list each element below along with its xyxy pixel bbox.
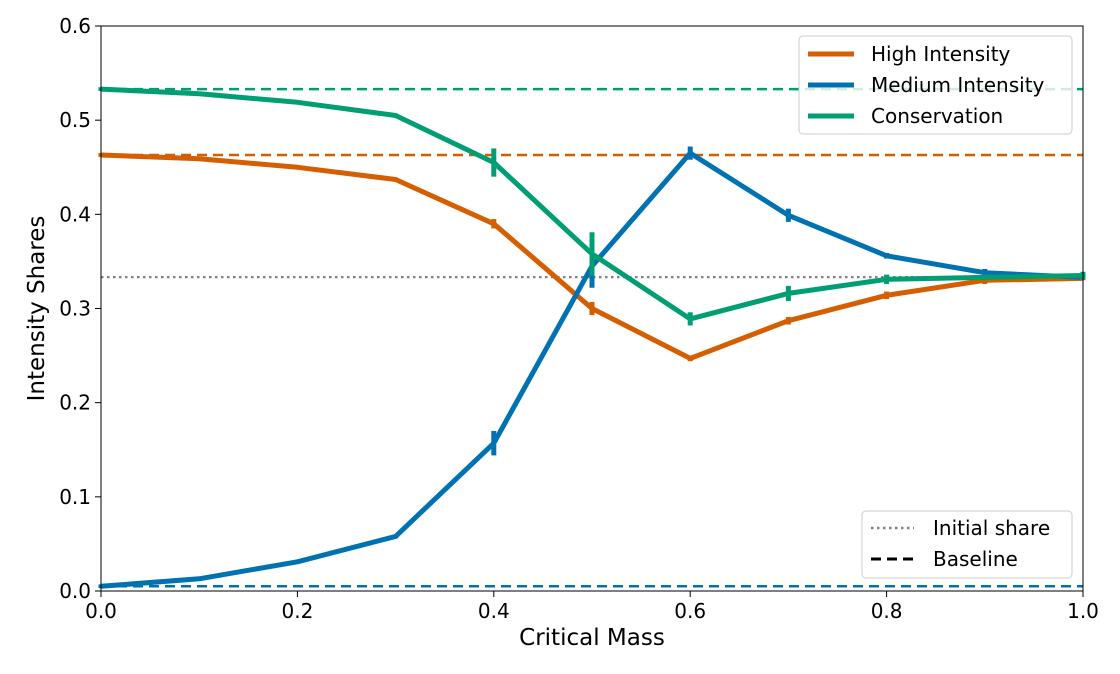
initial-share-legend-label: Initial share — [933, 516, 1050, 540]
y-tick-label: 0.3 — [59, 297, 91, 321]
x-tick-label: 0.6 — [674, 599, 706, 623]
legend-series: High Intensity Medium Intensity Conservati… — [798, 35, 1073, 135]
x-tick-label: 0.2 — [281, 599, 313, 623]
x-tick-label: 1.0 — [1067, 599, 1099, 623]
y-tick-label: 0.1 — [59, 485, 91, 509]
x-axis-label: Critical Mass — [519, 625, 665, 651]
legend-box — [861, 510, 1073, 579]
legend-box — [798, 35, 1073, 135]
x-tick-label: 0.0 — [85, 599, 117, 623]
y-axis-label: Intensity Shares — [24, 216, 50, 402]
y-tick-label: 0.5 — [59, 108, 91, 132]
x-axis-ticks: 0.0 0.2 0.4 0.6 0.8 1.0 — [85, 591, 1099, 623]
y-tick-label: 0.6 — [59, 14, 91, 38]
y-tick-label: 0.4 — [59, 202, 91, 226]
x-tick-label: 0.8 — [871, 599, 903, 623]
y-tick-label: 0.2 — [59, 391, 91, 415]
y-axis-ticks: 0.0 0.1 0.2 0.3 0.4 0.5 0.6 — [59, 14, 101, 603]
legend-line-styles: Initial share Baseline — [861, 510, 1073, 579]
x-tick-label: 0.4 — [478, 599, 510, 623]
conservation-legend-label: Conservation — [871, 104, 1003, 128]
high-intensity-legend-label: High Intensity — [871, 42, 1011, 66]
baseline-legend-label: Baseline — [933, 547, 1018, 571]
medium-intensity-legend-label: Medium Intensity — [871, 73, 1045, 97]
y-tick-label: 0.0 — [59, 579, 91, 603]
